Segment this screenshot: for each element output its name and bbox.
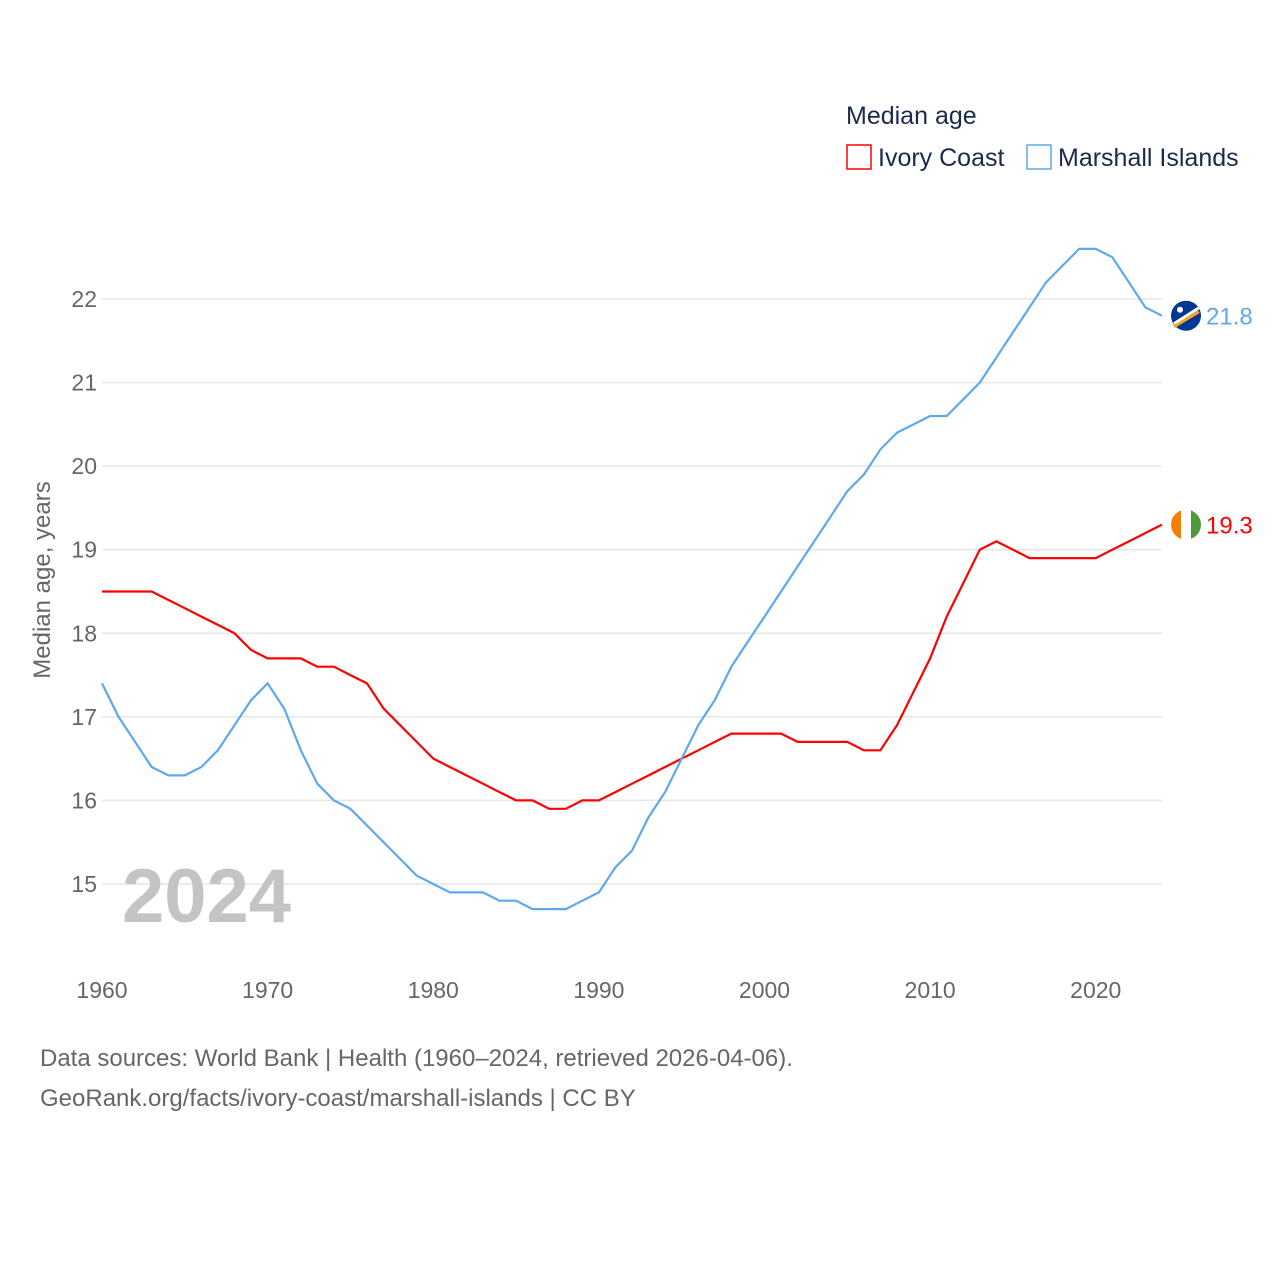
y-tick-label: 16 [71,787,97,813]
marshall-islands-flag-icon [1171,300,1201,331]
series-line-marshall-islands [101,247,1163,911]
y-tick-label: 18 [71,620,97,646]
y-tick-label: 20 [71,453,97,479]
y-tick-label: 21 [71,370,97,396]
x-tick-label: 1980 [408,977,459,1003]
ivory-coast-flag-icon [1171,509,1201,540]
x-tick-label: 1990 [573,977,624,1003]
y-tick-label: 15 [71,871,97,897]
legend-label: Marshall Islands [1058,144,1239,172]
x-tick-label: 1960 [76,977,127,1003]
credit-link[interactable]: GeoRank.org/facts/ivory-coast/marshall-i… [40,1085,636,1112]
series-line-ivory-coast [102,523,1163,810]
legend: Median age Ivory Coast Marshall Islands [846,102,1239,172]
legend-swatch [1026,144,1052,170]
end-value-label: 19.3 [1206,513,1253,540]
legend-title: Median age [846,102,977,130]
legend-swatch [846,144,872,170]
y-tick-label: 22 [71,286,97,312]
data-sources: Data sources: World Bank | Health (1960–… [40,1045,793,1072]
legend-label: Ivory Coast [878,144,1004,172]
x-tick-label: 2000 [739,977,790,1003]
year-watermark: 2024 [122,854,291,939]
x-tick-label: 2010 [905,977,956,1003]
x-tick-label: 1970 [242,977,293,1003]
y-tick-label: 19 [71,537,97,563]
y-tick-label: 17 [71,704,97,730]
y-axis-title: Median age, years [29,481,56,678]
x-tick-label: 2020 [1070,977,1121,1003]
end-value-label: 21.8 [1206,304,1253,331]
